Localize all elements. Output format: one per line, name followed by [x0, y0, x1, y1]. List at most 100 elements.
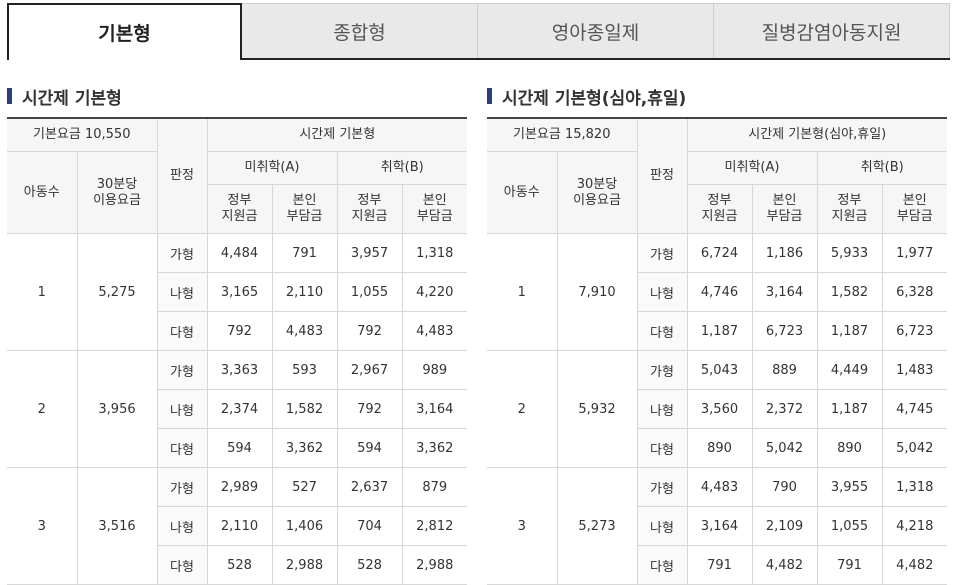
title-marker: [7, 88, 12, 104]
school-gov-cell: 1,055: [337, 272, 403, 312]
school-self-cell: 6,723: [882, 311, 948, 351]
table-row: 1 5,275 가형 4,484 791 3,957 1,318: [7, 233, 468, 351]
preschool-self-cell: 6,723: [752, 311, 818, 351]
tab-comprehensive[interactable]: 종합형: [242, 3, 478, 58]
table-row: 나형 2,374 1,582 792 3,164: [7, 389, 468, 429]
table-row: 2 5,932 가형 5,043 889 4,449 1,483: [487, 350, 948, 468]
tab-underline: [7, 58, 950, 60]
section-title-text: 시간제 기본형(심야,휴일): [502, 88, 687, 109]
tab-sick-child-support[interactable]: 질병감염아동지원: [714, 3, 950, 58]
school-self-cell: 1,318: [882, 467, 948, 507]
judge-cell: 나형: [637, 389, 688, 429]
preschool-self-cell: 2,110: [272, 272, 338, 312]
section-title-text: 시간제 기본형: [22, 88, 122, 109]
school-self-cell: 989: [402, 350, 468, 390]
school-gov-cell: 3,955: [817, 467, 883, 507]
school-gov-cell: 890: [817, 428, 883, 468]
table-row: 다형 890 5,042 890 5,042: [487, 428, 948, 468]
judge-cell: 가형: [157, 233, 208, 273]
table-row: 3 5,273 가형 4,483 790 3,955 1,318: [487, 467, 948, 585]
preschool-self-cell: 5,042: [752, 428, 818, 468]
child-count-cell: 3: [487, 467, 558, 585]
preschool-self-cell: 527: [272, 467, 338, 507]
judge-cell: 다형: [637, 311, 688, 351]
judge-cell: 가형: [157, 350, 208, 390]
child-count-header: 아동수: [487, 151, 558, 234]
school-gov-cell: 594: [337, 428, 403, 468]
school-gov-cell: 1,055: [817, 506, 883, 546]
preschool-gov-cell: 2,374: [207, 389, 273, 429]
fee-table-night-holiday: 기본요금 15,820 판정 시간제 기본형(심야,휴일) 아동수 30분당 이용요금 미…: [487, 117, 948, 585]
tab-bar: 기본형 종합형 영아종일제 질병감염아동지원: [7, 3, 950, 60]
group-header: 시간제 기본형: [207, 118, 468, 152]
table-row: 다형 1,187 6,723 1,187 6,723: [487, 311, 948, 351]
preschool-gov-cell: 528: [207, 545, 273, 585]
section-title-basic: 시간제 기본형: [7, 84, 122, 109]
school-gov-cell: 1,187: [817, 311, 883, 351]
school-self-cell: 1,977: [882, 233, 948, 273]
judge-cell: 나형: [157, 389, 208, 429]
school-gov-cell: 791: [817, 545, 883, 585]
preschool-gov-cell: 5,043: [687, 350, 753, 390]
tab-infant-fullday[interactable]: 영아종일제: [478, 3, 714, 58]
preschool-self-cell: 593: [272, 350, 338, 390]
judge-header: 판정: [637, 118, 688, 234]
preschool-header: 미취학(A): [687, 151, 818, 185]
preschool-gov-cell: 4,484: [207, 233, 273, 273]
fee30-cell: 5,932: [557, 350, 638, 468]
school-self-cell: 4,482: [882, 545, 948, 585]
school-self-cell: 1,318: [402, 233, 468, 273]
preschool-gov-cell: 792: [207, 311, 273, 351]
school-self-cell: 6,328: [882, 272, 948, 312]
preschool-gov-cell: 3,164: [687, 506, 753, 546]
section-title-night-holiday: 시간제 기본형(심야,휴일): [487, 84, 687, 109]
preschool-self-cell: 1,186: [752, 233, 818, 273]
school-gov-cell: 5,933: [817, 233, 883, 273]
preschool-self-cell: 2,988: [272, 545, 338, 585]
preschool-header: 미취학(A): [207, 151, 338, 185]
fee30-cell: 5,273: [557, 467, 638, 585]
judge-cell: 나형: [157, 506, 208, 546]
base-fee-header: 기본요금 10,550: [7, 118, 158, 152]
preschool-self-cell: 3,362: [272, 428, 338, 468]
school-self-cell: 3,164: [402, 389, 468, 429]
school-gov-cell: 792: [337, 389, 403, 429]
preschool-self-cell: 1,582: [272, 389, 338, 429]
tab-basic[interactable]: 기본형: [7, 3, 242, 60]
school-self-cell: 5,042: [882, 428, 948, 468]
judge-cell: 다형: [157, 428, 208, 468]
table-row: 다형 791 4,482 791 4,482: [487, 545, 948, 585]
school-gov-cell: 704: [337, 506, 403, 546]
preschool-self-cell: 4,482: [752, 545, 818, 585]
table-row: 2 3,956 가형 3,363 593 2,967 989: [7, 350, 468, 468]
table-row: 나형 4,746 3,164 1,582 6,328: [487, 272, 948, 312]
table-row: 1 7,910 가형 6,724 1,186 5,933 1,977: [487, 233, 948, 351]
preschool-gov-cell: 890: [687, 428, 753, 468]
school-gov-cell: 2,967: [337, 350, 403, 390]
school-gov-cell: 528: [337, 545, 403, 585]
child-count-cell: 2: [7, 350, 78, 468]
judge-cell: 다형: [637, 545, 688, 585]
preschool-gov-cell: 3,560: [687, 389, 753, 429]
preschool-gov-cell: 791: [687, 545, 753, 585]
school-gov-cell: 3,957: [337, 233, 403, 273]
judge-cell: 다형: [157, 545, 208, 585]
judge-cell: 나형: [157, 272, 208, 312]
school-gov-cell: 4,449: [817, 350, 883, 390]
judge-header: 판정: [157, 118, 208, 234]
preschool-self-cell: 4,483: [272, 311, 338, 351]
school-self-cell: 4,220: [402, 272, 468, 312]
judge-cell: 가형: [157, 467, 208, 507]
judge-cell: 가형: [637, 233, 688, 273]
preschool-gov-cell: 2,110: [207, 506, 273, 546]
table-row: 다형 528 2,988 528 2,988: [7, 545, 468, 585]
judge-cell: 다형: [157, 311, 208, 351]
school-header: 취학(B): [337, 151, 468, 185]
preschool-self-cell: 2,109: [752, 506, 818, 546]
school-self-cell: 879: [402, 467, 468, 507]
table-row: 나형 3,560 2,372 1,187 4,745: [487, 389, 948, 429]
table-row: 나형 2,110 1,406 704 2,812: [7, 506, 468, 546]
table-row: 다형 594 3,362 594 3,362: [7, 428, 468, 468]
preschool-gov-cell: 3,165: [207, 272, 273, 312]
fee30-header: 30분당 이용요금: [557, 151, 638, 234]
